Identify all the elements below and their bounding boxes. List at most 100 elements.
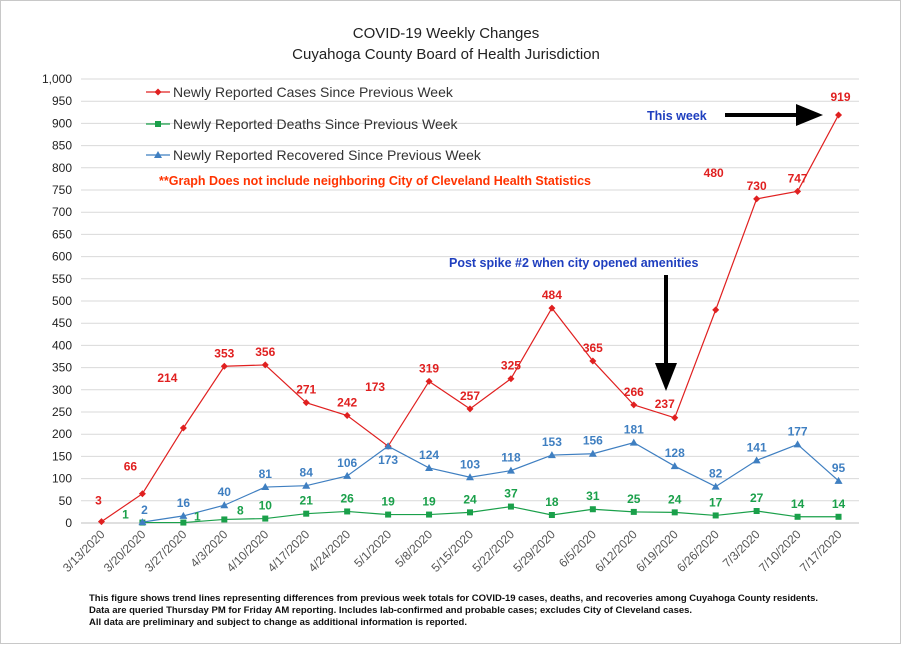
data-point-recovered: [261, 483, 270, 491]
data-point-death: [507, 503, 514, 510]
data-label-0: 214: [157, 371, 177, 385]
data-point-case: [97, 518, 105, 526]
data-label-2: 118: [501, 451, 521, 465]
legend-label: Newly Reported Cases Since Previous Week: [173, 84, 454, 100]
x-tick-label: 6/19/2020: [633, 527, 681, 575]
x-tick-label: 4/17/2020: [265, 527, 313, 575]
data-label-0: 257: [460, 389, 480, 403]
x-tick-label: 6/26/2020: [674, 527, 722, 575]
data-label-0: 730: [747, 179, 767, 193]
y-tick-label: 150: [52, 449, 72, 463]
data-label-0: 353: [214, 346, 234, 360]
data-point-death: [467, 509, 473, 516]
data-point-case: [507, 375, 515, 383]
data-point-case: [630, 401, 638, 409]
x-tick-label: 4/24/2020: [306, 527, 354, 575]
data-label-2: 95: [832, 461, 846, 475]
data-point-case: [589, 357, 597, 365]
data-point-death: [835, 513, 842, 520]
legend-label: Newly Reported Recovered Since Previous …: [173, 147, 482, 163]
data-label-1: 10: [259, 499, 273, 513]
y-tick-label: 300: [52, 383, 72, 397]
data-label-2: 40: [218, 485, 232, 499]
data-point-case: [712, 306, 720, 314]
data-label-0: 173: [365, 380, 385, 394]
y-tick-label: 450: [52, 316, 72, 330]
data-label-0: 747: [788, 171, 808, 185]
data-point-case: [835, 111, 843, 119]
data-label-1: 27: [750, 491, 764, 505]
x-tick-label: 7/10/2020: [756, 527, 804, 575]
data-point-death: [344, 508, 351, 515]
spike-annotation: Post spike #2 when city opened amenities: [449, 256, 698, 270]
series-layer: [97, 111, 843, 526]
data-label-0: 237: [655, 397, 675, 411]
footnote-line: All data are preliminary and subject to …: [89, 617, 467, 628]
data-point-death: [303, 510, 310, 517]
data-point-death: [262, 515, 269, 522]
data-point-death: [671, 509, 678, 516]
data-point-death: [180, 519, 187, 526]
y-tick-label: 50: [59, 494, 73, 508]
data-label-0: 3: [95, 494, 102, 508]
y-tick-label: 1,000: [42, 72, 72, 86]
data-label-0: 919: [831, 90, 851, 104]
data-point-case: [138, 490, 146, 498]
spike-arrow: [655, 275, 677, 391]
data-point-case: [671, 414, 679, 422]
data-label-0: 242: [337, 396, 357, 410]
data-point-recovered: [793, 440, 802, 448]
data-point-recovered: [425, 463, 434, 471]
y-tick-label: 750: [52, 183, 72, 197]
data-label-1: 21: [300, 494, 314, 508]
data-point-case: [220, 362, 228, 370]
data-label-2: 2: [141, 503, 148, 517]
data-point-death: [548, 512, 555, 519]
data-point-case: [343, 412, 351, 420]
y-tick-label: 400: [52, 338, 72, 352]
data-label-1: 31: [586, 489, 600, 503]
data-point-recovered: [752, 456, 761, 464]
this-week-arrow: [725, 104, 823, 126]
data-point-recovered: [547, 451, 556, 459]
data-point-case: [548, 304, 556, 312]
data-point-death: [155, 121, 161, 127]
data-point-death: [589, 506, 596, 513]
data-label-1: 24: [463, 492, 477, 506]
data-label-2: 106: [337, 456, 357, 470]
data-point-case: [302, 399, 310, 407]
data-label-0: 271: [296, 383, 316, 397]
data-label-1: 17: [709, 495, 723, 509]
x-tick-label: 3/13/2020: [60, 527, 108, 575]
x-tick-label: 7/17/2020: [797, 527, 845, 575]
this-week-annotation: This week: [647, 109, 707, 123]
data-point-case: [261, 361, 269, 369]
data-point-case: [154, 88, 162, 96]
x-tick-label: 5/1/2020: [351, 527, 394, 570]
data-point-recovered: [506, 466, 515, 474]
data-point-recovered: [629, 438, 638, 446]
data-label-0: 484: [542, 288, 562, 302]
x-tick-label: 6/12/2020: [592, 527, 640, 575]
data-label-0: 480: [704, 166, 724, 180]
data-label-2: 173: [378, 453, 398, 467]
data-label-1: 1: [194, 510, 201, 524]
x-tick-label: 4/10/2020: [224, 527, 272, 575]
data-label-2: 153: [542, 435, 562, 449]
data-point-recovered: [670, 462, 679, 470]
y-tick-label: 850: [52, 139, 72, 153]
data-label-1: 19: [381, 495, 395, 509]
data-label-0: 356: [255, 345, 275, 359]
data-label-2: 124: [419, 448, 439, 462]
footnote: This figure shows trend lines representi…: [89, 593, 879, 629]
data-point-death: [712, 512, 719, 519]
data-point-recovered: [834, 476, 843, 484]
x-tick-label: 5/22/2020: [469, 527, 517, 575]
data-point-recovered: [588, 449, 597, 457]
data-label-2: 84: [300, 466, 314, 480]
data-point-recovered: [384, 442, 393, 450]
data-label-1: 18: [545, 495, 559, 509]
